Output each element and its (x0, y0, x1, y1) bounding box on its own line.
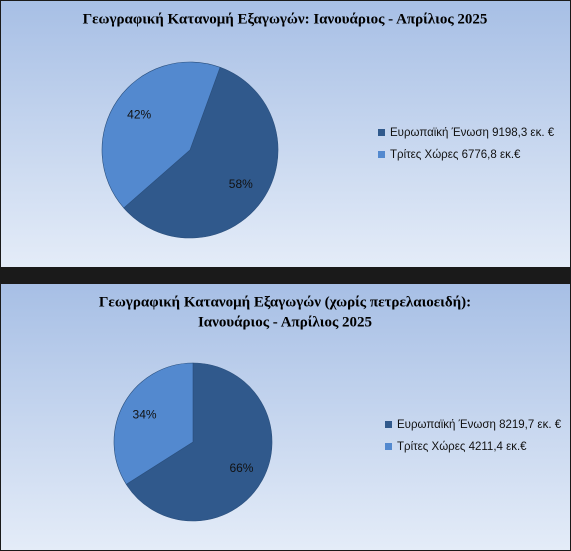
pie-slice (123, 66, 279, 239)
data-label: 42% (127, 107, 151, 121)
legend-label: Τρίτες Χώρες 4211,4 εκ.€ (397, 441, 527, 453)
data-label: 58% (229, 177, 253, 191)
chart-title: Ιανουάριος - Απρίλιος 2025 (198, 314, 372, 330)
panel (1, 284, 570, 550)
pie-slice (101, 61, 221, 209)
legend-swatch (378, 151, 385, 158)
panel (1, 1, 570, 267)
pie-slice (113, 362, 194, 485)
legend-swatch (385, 443, 392, 450)
data-label: 66% (229, 461, 253, 475)
legend-label: Τρίτες Χώρες 6776,8 εκ.€ (390, 149, 521, 161)
chart-title: Γεωγραφική Κατανομή Εξαγωγών: Ιανουάριος… (83, 11, 488, 27)
legend-label: Ευρωπαϊκή Ένωση 9198,3 εκ. € (390, 127, 555, 139)
chart-title: Γεωγραφική Κατανομή Εξαγωγών (χωρίς πετρ… (99, 294, 471, 310)
data-label: 34% (133, 408, 157, 422)
legend-label: Ευρωπαϊκή Ένωση 8219,7 εκ. € (397, 419, 562, 431)
legend-swatch (385, 421, 392, 428)
legend-swatch (378, 129, 385, 136)
pie-slice (125, 362, 273, 522)
